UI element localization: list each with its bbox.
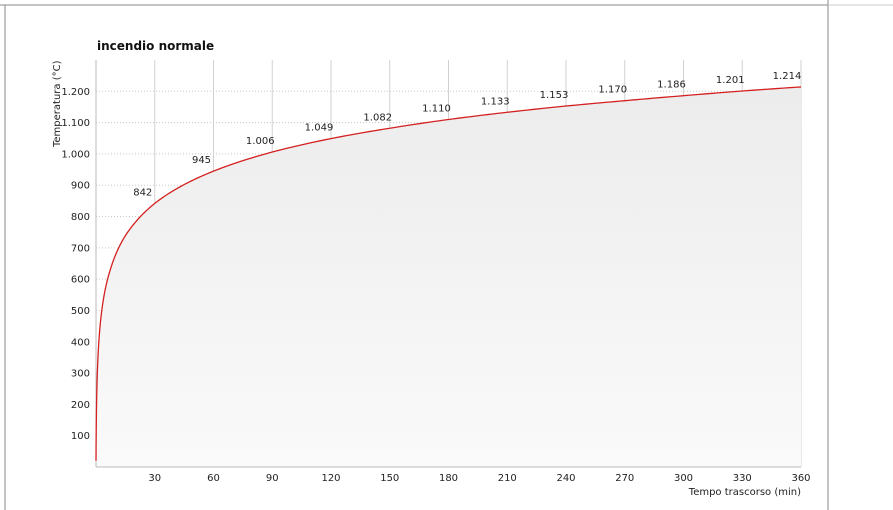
y-tick-label: 100	[71, 431, 90, 442]
data-label: 1.110	[422, 103, 451, 114]
x-tick-label: 30	[148, 473, 161, 484]
y-tick-label: 400	[71, 337, 90, 348]
data-label: 1.049	[305, 123, 334, 134]
y-tick-label: 600	[71, 275, 90, 286]
data-label: 1.006	[246, 136, 275, 147]
y-tick-labels: 100 200 300 400 500 600 700 800 900 1.000 1.100 1.2…	[61, 87, 90, 442]
data-label: 1.153	[540, 90, 569, 101]
y-tick-label: 1.100	[61, 118, 90, 129]
area-under-curve	[96, 86, 801, 468]
x-tick-label: 120	[321, 473, 340, 484]
y-tick-label: 500	[71, 306, 90, 317]
y-tick-label: 800	[71, 212, 90, 223]
data-label: 842	[133, 187, 152, 198]
x-axis-title: Tempo trascorso (min)	[688, 487, 801, 498]
series-line	[95, 86, 802, 461]
x-tick-label: 60	[207, 473, 220, 484]
x-tick-label: 180	[439, 473, 458, 484]
data-label: 945	[192, 155, 211, 166]
y-tick-label: 1.000	[61, 149, 90, 160]
x-tick-label: 360	[791, 473, 810, 484]
data-label: 1.082	[363, 112, 392, 123]
y-tick-label: 300	[71, 369, 90, 380]
series-layer	[95, 86, 802, 461]
x-tick-label: 240	[556, 473, 575, 484]
data-label: 1.201	[716, 75, 745, 86]
x-tick-label: 150	[380, 473, 399, 484]
data-labels: 842 945 1.006 1.049 1.082 1.110 1.133 1.153 1.17…	[133, 71, 801, 198]
y-tick-label: 700	[71, 243, 90, 254]
y-tick-label: 1.200	[61, 87, 90, 98]
y-tick-label: 200	[71, 400, 90, 411]
data-label: 1.186	[657, 80, 686, 91]
data-label: 1.214	[773, 71, 802, 82]
x-tick-label: 330	[733, 473, 752, 484]
x-tick-label: 90	[266, 473, 279, 484]
data-label: 1.133	[481, 96, 510, 107]
x-tick-labels: 30 60 90 120 150 180 210 240 270 300 330 360	[148, 473, 810, 484]
x-tick-label: 270	[615, 473, 634, 484]
data-label: 1.170	[598, 85, 627, 96]
x-tick-label: 300	[674, 473, 693, 484]
x-tick-label: 210	[498, 473, 517, 484]
y-axis-title: Temperatura (°C)	[52, 60, 63, 148]
y-tick-label: 900	[71, 181, 90, 192]
chart-title: incendio normale	[97, 39, 214, 53]
